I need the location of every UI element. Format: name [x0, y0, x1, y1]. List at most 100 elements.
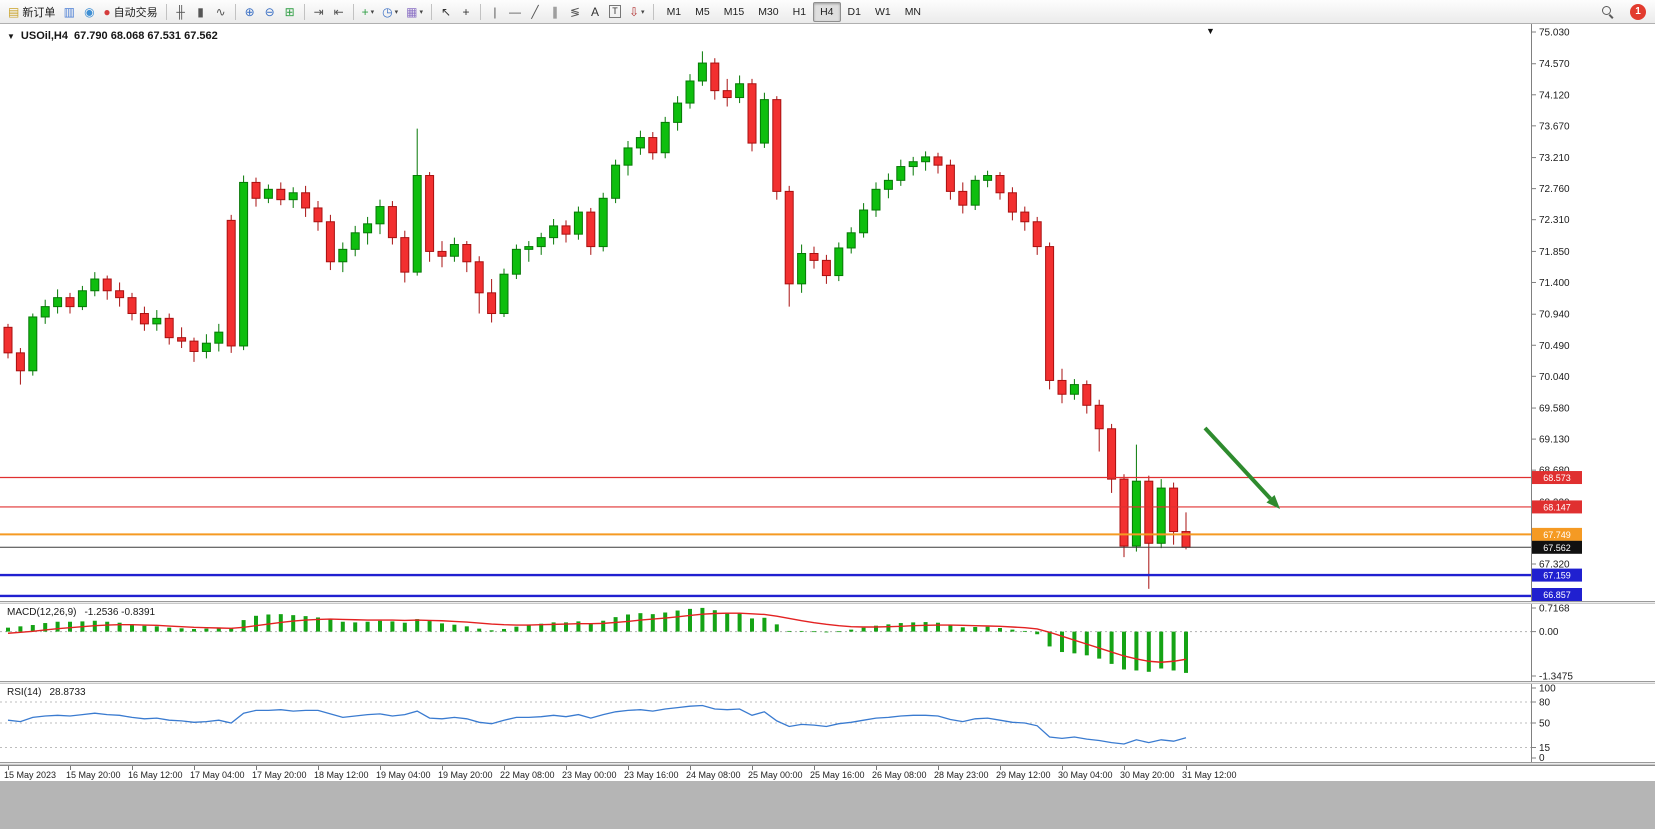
caret-down-icon: ▾ — [641, 8, 645, 16]
line-chart-icon[interactable]: ∿ — [211, 2, 231, 22]
zoom-out-icon[interactable]: ⊖ — [260, 2, 280, 22]
periods-button[interactable]: ◷ ▾ — [378, 2, 402, 22]
notification-badge[interactable]: 1 — [1630, 3, 1646, 20]
chart-menu-caret-icon[interactable]: ▼ — [1206, 26, 1215, 36]
svg-text:74.120: 74.120 — [1539, 90, 1570, 101]
symbol-caret-icon[interactable]: ▼ — [7, 32, 15, 41]
tile-windows-icon[interactable]: ⊞ — [280, 2, 300, 22]
svg-text:68.573: 68.573 — [1543, 473, 1571, 483]
time-tick — [380, 766, 381, 770]
time-label: 30 May 20:00 — [1120, 770, 1175, 780]
timeframe-m5-button[interactable]: M5 — [688, 2, 717, 22]
svg-text:70.940: 70.940 — [1539, 310, 1570, 321]
data-window-icon[interactable]: ◉ — [79, 2, 99, 22]
time-label: 29 May 12:00 — [996, 770, 1051, 780]
toolbar-separator — [430, 3, 432, 20]
time-tick — [876, 766, 877, 770]
new-order-icon: ▤ — [8, 4, 20, 19]
candles-layer[interactable] — [3, 51, 1191, 589]
timeframe-mn-button[interactable]: MN — [898, 2, 928, 22]
rsi-label: RSI(14) 28.8733 — [7, 687, 86, 698]
rsi-canvas[interactable]: 100 80 50 150 — [0, 684, 1655, 762]
time-label: 17 May 04:00 — [190, 770, 245, 780]
timeframe-m1-button[interactable]: M1 — [660, 2, 689, 22]
macd-signal-line — [7, 612, 1187, 663]
auto-scroll-icon[interactable]: ⇥ — [309, 2, 329, 22]
svg-text:15: 15 — [1539, 743, 1551, 754]
timeframe-h4-button[interactable]: H4 — [813, 1, 841, 22]
timeframe-d1-button[interactable]: D1 — [841, 2, 868, 22]
time-axis[interactable]: 15 May 2023 15 May 20:00 16 May 12:00 17 Ma… — [0, 765, 1655, 781]
toolbar-right-group: 1 — [1593, 1, 1651, 23]
window-background — [0, 781, 1655, 829]
chart-shift-icon: ⇤ — [333, 4, 344, 19]
arrows-button[interactable]: ⇩ ▾ — [625, 2, 649, 22]
panel-separator[interactable] — [0, 762, 1655, 765]
equidistant-channel-icon[interactable]: ∥ — [545, 2, 565, 22]
svg-text:0: 0 — [1539, 753, 1545, 762]
cursor-icon[interactable]: ↖ — [436, 2, 456, 22]
trendline-icon[interactable]: ╱ — [525, 2, 545, 22]
time-label: 28 May 23:00 — [934, 770, 989, 780]
timeframe-toolbar: M1 M5 M15 M30 H1 H4 D1 W1 MN — [660, 1, 928, 22]
auto-trading-button[interactable]: ● 自动交易 — [99, 2, 161, 22]
panel-separator[interactable] — [0, 601, 1655, 604]
vertical-line-icon: | — [493, 4, 497, 19]
time-tick — [814, 766, 815, 770]
toolbar-button-groups: ▤ 新订单 ▥ ◉ ● 自动交易 ╫ ▮ ∿ ⊕ ⊖ ⊞ ⇥ ⇤ + ▾ ◷ ▾ ▦ ▾ ↖ + | — ╱ ∥ ≶ A T ⇩ ▾ — [4, 2, 658, 22]
timeframe-m30-button[interactable]: M30 — [751, 2, 785, 22]
timeframe-m15-button[interactable]: M15 — [717, 2, 751, 22]
new-order-button-label: 新订单 — [22, 6, 56, 19]
rsi-name: RSI(14) — [7, 687, 42, 698]
time-tick — [8, 766, 9, 770]
time-tick — [1124, 766, 1125, 770]
time-label: 16 May 12:00 — [128, 770, 183, 780]
add-indicator-icon: + — [361, 4, 369, 19]
templates-button[interactable]: ▦ ▾ — [402, 2, 427, 22]
text-label-icon[interactable]: T — [605, 2, 625, 22]
svg-text:73.210: 73.210 — [1539, 153, 1570, 164]
macd-canvas[interactable]: 0.7168 0.00 -1.3475 — [0, 604, 1655, 681]
time-label: 15 May 20:00 — [66, 770, 121, 780]
bar-chart-icon[interactable]: ╫ — [171, 2, 191, 22]
price-chart-canvas[interactable]: 75.030 74.570 74.120 73.670 73.210 72.760 72.3… — [0, 24, 1655, 601]
crosshair-icon[interactable]: + — [456, 2, 476, 22]
macd-label: MACD(12,26,9) -1.2536 -0.8391 — [7, 607, 155, 618]
panel-separator[interactable] — [0, 681, 1655, 684]
candlestick-chart-icon[interactable]: ▮ — [191, 2, 211, 22]
fibonacci-icon[interactable]: ≶ — [565, 2, 585, 22]
auto-trading-icon: ● — [103, 4, 111, 19]
svg-text:70.490: 70.490 — [1539, 341, 1570, 352]
market-watch-icon[interactable]: ▥ — [59, 2, 79, 22]
price-lines-layer[interactable]: 68.573 68.147 67.749 67.562 67.159 66.857 — [0, 471, 1582, 601]
time-tick — [1000, 766, 1001, 770]
chart-ohlc-values: 67.790 68.068 67.531 67.562 — [74, 30, 218, 42]
time-label: 26 May 08:00 — [872, 770, 927, 780]
main-chart-panel: 75.030 74.570 74.120 73.670 73.210 72.760 72.3… — [0, 24, 1655, 601]
horizontal-line-icon: — — [508, 4, 521, 19]
vertical-line-icon[interactable]: | — [485, 2, 505, 22]
timeframe-h1-button[interactable]: H1 — [786, 2, 813, 22]
line-chart-icon: ∿ — [215, 4, 226, 19]
price-axis[interactable]: 75.030 74.570 74.120 73.670 73.210 72.760 72.3… — [1531, 24, 1571, 601]
search-button[interactable] — [1593, 1, 1621, 23]
trend-arrow[interactable] — [1203, 426, 1280, 509]
time-tick — [504, 766, 505, 770]
chart-shift-icon[interactable]: ⇤ — [329, 2, 349, 22]
candlestick-chart-icon: ▮ — [197, 4, 204, 19]
time-tick — [1062, 766, 1063, 770]
zoom-in-icon: ⊕ — [244, 4, 255, 19]
timeframe-w1-button[interactable]: W1 — [868, 2, 898, 22]
toolbar-separator — [652, 3, 654, 20]
text-icon[interactable]: A — [585, 2, 605, 22]
auto-scroll-icon: ⇥ — [313, 4, 324, 19]
toolbar-separator — [479, 3, 481, 20]
time-tick — [566, 766, 567, 770]
new-order-button[interactable]: ▤ 新订单 — [4, 2, 59, 22]
horizontal-line-icon[interactable]: — — [505, 2, 525, 22]
data-window-icon: ◉ — [84, 4, 95, 19]
indicators-button[interactable]: + ▾ — [358, 2, 379, 22]
zoom-in-icon[interactable]: ⊕ — [240, 2, 260, 22]
time-label: 17 May 20:00 — [252, 770, 307, 780]
caret-down-icon: ▾ — [419, 8, 423, 16]
